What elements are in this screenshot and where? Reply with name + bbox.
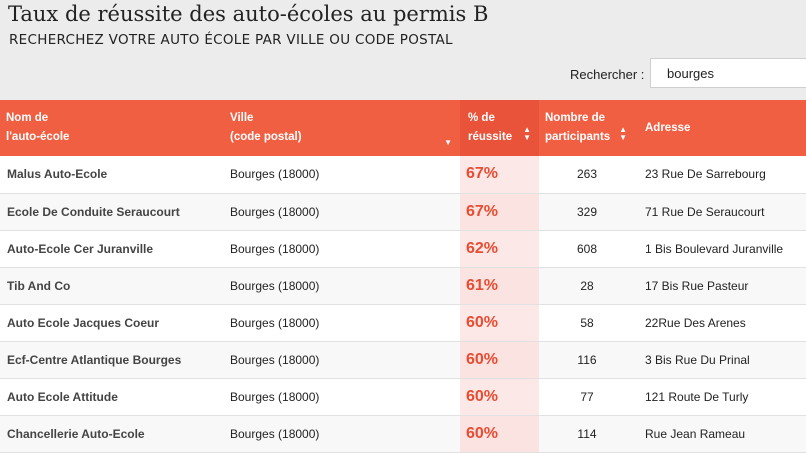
cell-rate: 61% [460,267,539,304]
table-row[interactable]: Auto Ecole Jacques Coeur Bourges (18000) 6… [0,304,806,341]
cell-city: Bourges (18000) [230,241,320,256]
cell-count: 28 [580,278,594,293]
header-rate-line2: réussite [468,131,513,143]
table-row[interactable]: Malus Auto-Ecole Bourges (18000) 67% 263 23 … [0,156,806,193]
cell-address: 22Rue Des Arenes [645,315,746,330]
cell-address: 1 Bis Boulevard Juranville [645,241,784,256]
cell-name: Ecf-Centre Atlantique Bourges [7,352,182,367]
cell-city: Bourges (18000) [230,204,320,219]
cell-name: Malus Auto-Ecole [7,167,108,182]
header-count-line2: participants [545,131,611,143]
cell-count: 329 [576,204,598,219]
cell-address: 121 Route De Turly [645,389,749,404]
cell-address: 3 Bis Rue Du Prinal [645,352,750,367]
cell-count: 116 [577,352,597,367]
cell-city: Bourges (18000) [230,278,320,293]
header-name-line2: l'auto-école [6,131,70,143]
table-row[interactable]: Chancellerie Auto-Ecole Bourges (18000) 60… [0,415,806,452]
header-city-line1: Ville [230,112,254,124]
header-count-line1: Nombre de [545,112,606,124]
cell-rate: 60% [460,341,539,378]
cell-address: 71 Rue De Seraucourt [645,204,765,219]
sort-desc-icon: ▼ [444,138,452,147]
cell-name: Tib And Co [7,278,71,293]
page-subtitle: RECHERCHEZ VOTRE AUTO ÉCOLE PAR VILLE OU… [9,32,453,48]
header-city-line2: (code postal) [230,131,302,143]
cell-rate: 60% [460,415,539,452]
header-rate-line1: % de [468,112,495,124]
header-count[interactable]: Nombre de participants ▲ ▼ [539,100,635,156]
cell-address: Rue Jean Rameau [645,426,746,441]
cell-count: 58 [580,315,594,330]
cell-city: Bourges (18000) [230,167,320,182]
header-name-line1: Nom de [6,112,49,124]
header-address-line1: Adresse [645,121,691,134]
cell-count: 77 [580,389,594,404]
cell-rate: 67% [460,156,539,193]
table-row[interactable]: Ecf-Centre Atlantique Bourges Bourges (18… [0,341,806,378]
header-address[interactable]: Adresse [635,100,806,156]
cell-address: 23 Rue De Sarrebourg [645,167,766,182]
cell-count: 608 [576,241,598,256]
cell-address: 17 Bis Rue Pasteur [645,278,749,293]
header-city[interactable]: Ville (code postal) ▼ [224,100,460,156]
cell-name: Auto Ecole Jacques Coeur [7,315,160,330]
cell-count: 263 [576,167,598,182]
results-table: Nom de l'auto-école Ville (code postal) … [0,100,806,453]
table-row[interactable]: Ecole De Conduite Seraucourt Bourges (180… [0,193,806,230]
cell-rate: 60% [460,304,539,341]
cell-name: Auto Ecole Attitude [7,389,118,404]
table-body: Malus Auto-Ecole Bourges (18000) 67% 263 23 … [0,156,806,452]
table-row[interactable]: Auto Ecole Attitude Bourges (18000) 60% 77 1… [0,378,806,415]
cell-name: Chancellerie Auto-Ecole [7,426,145,441]
table-row[interactable]: Auto-Ecole Cer Juranville Bourges (18000)… [0,230,806,267]
cell-rate: 60% [460,378,539,415]
cell-rate: 62% [460,230,539,267]
cell-count: 114 [577,426,597,441]
cell-city: Bourges (18000) [230,426,320,441]
cell-name: Auto-Ecole Cer Juranville [7,241,154,256]
table-row[interactable]: Tib And Co Bourges (18000) 61% 28 17 Bis Rue… [0,267,806,304]
header-rate[interactable]: % de réussite ▲ ▼ [460,100,539,156]
sort-both-icon: ▲ ▼ [619,125,627,142]
search-label: Rechercher : [570,67,645,82]
search-input[interactable] [650,58,806,88]
cell-city: Bourges (18000) [230,315,320,330]
header-name[interactable]: Nom de l'auto-école [0,100,224,156]
header-row: Nom de l'auto-école Ville (code postal) … [0,100,806,156]
table-header: Nom de l'auto-école Ville (code postal) … [0,100,806,156]
sort-both-icon: ▲ ▼ [523,125,531,142]
page-title: Taux de réussite des auto-écoles au perm… [8,2,489,26]
cell-rate: 67% [460,193,539,230]
cell-name: Ecole De Conduite Seraucourt [7,204,180,219]
cell-city: Bourges (18000) [230,389,320,404]
cell-city: Bourges (18000) [230,352,320,367]
